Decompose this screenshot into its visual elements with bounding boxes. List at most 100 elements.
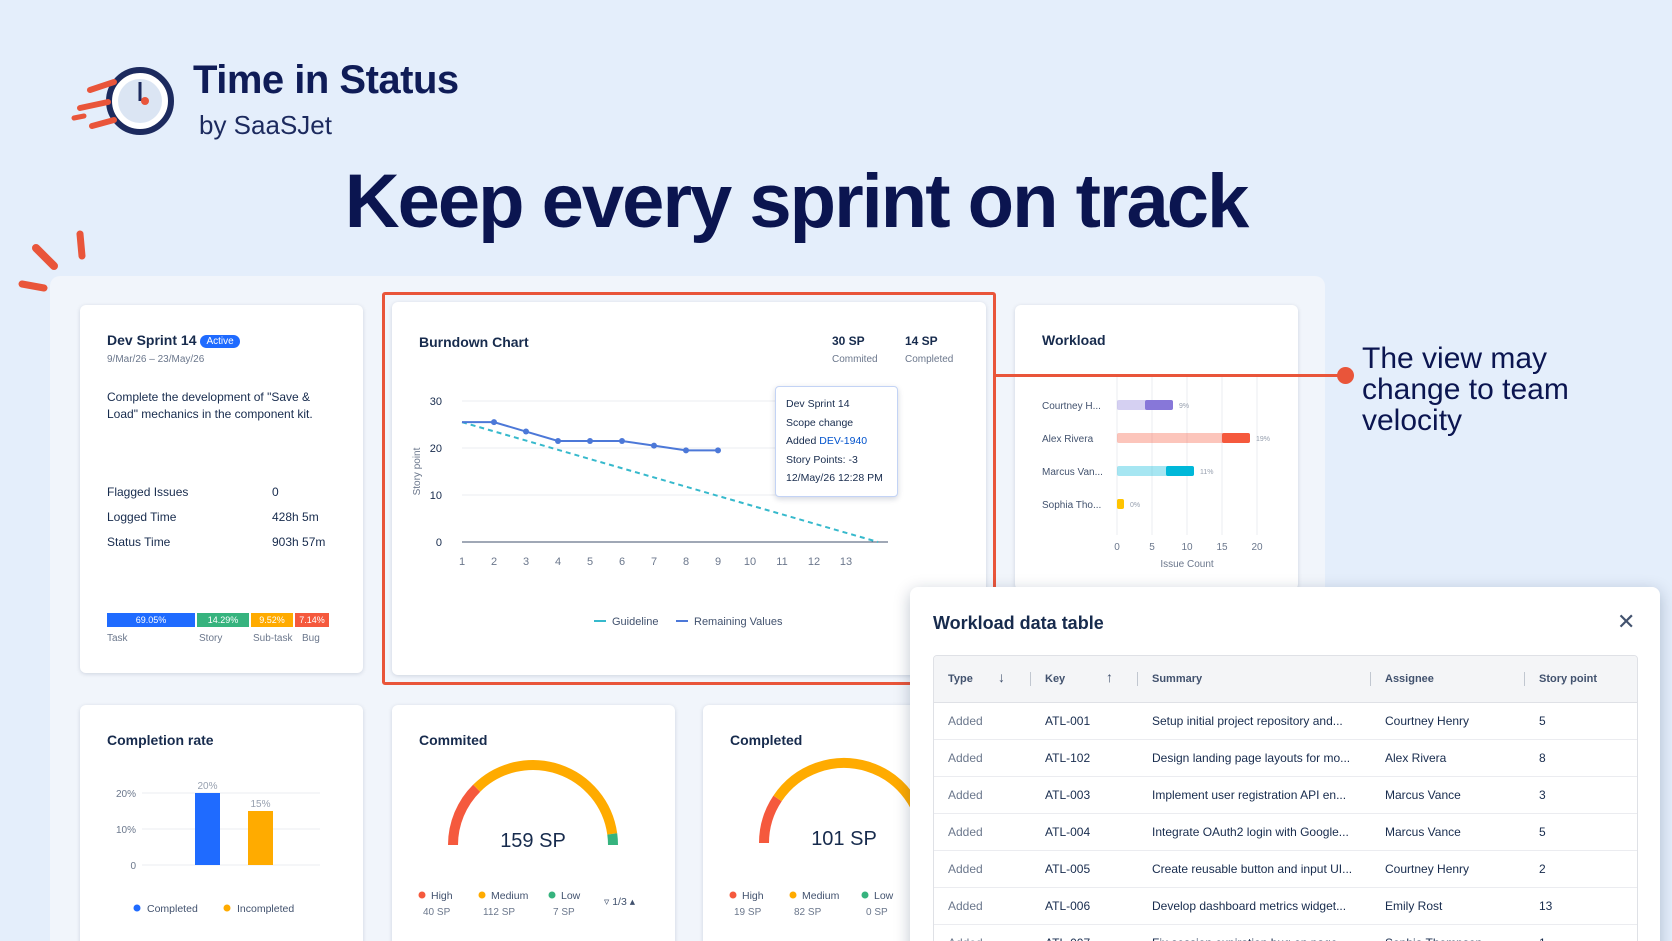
distribution-label: Bug [302, 633, 320, 644]
x-tick-label: 3 [523, 556, 529, 568]
workload-title: Workload [1042, 332, 1106, 348]
gauge-segment [607, 833, 618, 846]
table-cell-sp: 2 [1539, 862, 1546, 876]
chart-tooltip: Dev Sprint 14 Scope change Added DEV-194… [775, 386, 898, 497]
stat-value: 0 [272, 485, 279, 499]
table-row[interactable]: Added ATL-005 Create reusable button and i… [934, 851, 1637, 888]
legend-value: 82 SP [794, 907, 822, 918]
bar-value-label: 0% [1130, 502, 1140, 509]
legend-remaining-label: Remaining Values [694, 616, 783, 628]
table-cell-type: Added [948, 751, 983, 765]
x-tick-label: 13 [840, 556, 852, 568]
gauge-segment [473, 760, 618, 835]
legend-value: 112 SP [483, 907, 515, 918]
sprint-description: Complete the development of "Save & Load… [107, 390, 313, 421]
completed-sp-value: 14 SP [905, 334, 938, 348]
workload-card: Workload 0 5 10 15 20 Issue Count Courtney H..… [1015, 305, 1298, 590]
stat-value: 903h 57m [272, 535, 326, 549]
table-cell-sp: 13 [1539, 899, 1553, 913]
table-cell-summary: Setup initial project repository and... [1152, 714, 1343, 728]
table-cell-sp: 8 [1539, 751, 1546, 765]
distribution-label: Task [107, 633, 128, 644]
workload-bar [1117, 499, 1124, 509]
legend-dot [478, 891, 486, 899]
table-cell-sp: 5 [1539, 825, 1546, 839]
completion-bar [248, 811, 273, 865]
x-tick-label: 1 [459, 556, 465, 568]
guideline-series [461, 421, 879, 543]
table-body: Added ATL-001 Setup initial project reposi… [934, 703, 1637, 941]
completed-sp-label: Completed [905, 354, 954, 365]
legend-dot [548, 891, 556, 899]
y-tick-label: 20% [116, 789, 136, 800]
table-cell-type: Added [948, 899, 983, 913]
headline: Keep every sprint on track [344, 159, 1250, 244]
column-header-type[interactable]: Type [948, 673, 973, 685]
table-row[interactable]: Added ATL-004 Integrate OAuth2 login with … [934, 814, 1637, 851]
table-cell-assignee: Courtney Henry [1385, 862, 1470, 876]
commited-title: Commited [419, 732, 488, 748]
distribution-label: Sub-task [253, 633, 293, 644]
column-header-key[interactable]: Key [1045, 673, 1066, 685]
sort-ascending-icon[interactable]: ↑ [1106, 669, 1113, 685]
column-header-story-point[interactable]: Story point [1539, 673, 1598, 685]
legend-value: 0 SP [866, 907, 888, 918]
burndown-highlight-frame [382, 292, 996, 685]
remaining-point [619, 437, 625, 444]
column-separator [1370, 672, 1371, 686]
tooltip-added-prefix: Added [786, 435, 820, 447]
x-tick-label: 0 [1114, 542, 1120, 553]
legend-label: Incompleted [237, 903, 294, 915]
table-row[interactable]: Added ATL-003 Implement user registration … [934, 777, 1637, 814]
commited-card: Commited 159 SP High 40 SP Medium 112 SP Low 7… [392, 705, 675, 941]
table-cell-assignee: Courtney Henry [1385, 714, 1470, 728]
issue-link[interactable]: DEV-1940 [819, 435, 868, 447]
column-header-summary[interactable]: Summary [1152, 673, 1203, 685]
legend-value: 19 SP [734, 907, 762, 918]
category-label: Marcus Van... [1042, 467, 1103, 478]
table-row[interactable]: Added ATL-001 Setup initial project reposi… [934, 703, 1637, 740]
legend-label: High [742, 890, 764, 902]
y-tick-label: 0 [436, 537, 442, 549]
legend-label: Medium [491, 890, 529, 902]
distribution-bar-bug: 7.14% [295, 613, 329, 627]
stat-label: Status Time [107, 535, 171, 549]
remaining-point [523, 428, 529, 435]
workload-chart: 0 5 10 15 20 Issue Count Courtney H... 9% Alex R… [1042, 377, 1270, 570]
table-row[interactable]: Added ATL-007 Fix session expiration bug o… [934, 925, 1637, 941]
table-cell-key: ATL-001 [1045, 714, 1091, 728]
modal-title: Workload data table [933, 613, 1104, 633]
table-cell-key: ATL-003 [1045, 788, 1091, 802]
table-cell-type: Added [948, 862, 983, 876]
table-row[interactable]: Added ATL-006 Develop dashboard metrics wi… [934, 888, 1637, 925]
distribution-bar-subtask: 9.52% [251, 613, 293, 627]
x-tick-label: 10 [744, 556, 756, 568]
committed-sp-label: Commited [832, 354, 878, 365]
y-axis-label: Story point [412, 447, 423, 495]
gauge-segment [759, 795, 782, 844]
column-header-assignee[interactable]: Assignee [1385, 673, 1434, 685]
remaining-point [715, 447, 721, 454]
workload-bar-track [1117, 433, 1250, 443]
completion-rate-title: Completion rate [107, 732, 214, 748]
table-cell-summary: Design landing page layouts for mo... [1152, 751, 1351, 765]
sort-descending-icon[interactable]: ↓ [998, 669, 1005, 685]
legend-label: Completed [147, 903, 198, 915]
tooltip-time: 12/May/26 12:28 PM [786, 472, 883, 484]
category-label: Alex Rivera [1042, 434, 1094, 445]
brand-title: Time in Status [193, 58, 459, 102]
y-tick-label: 10 [430, 490, 442, 502]
workload-table: Type ↓ Key ↑ Summary Assignee Story poin… [933, 655, 1638, 941]
distribution-bar-task: 69.05% [107, 613, 195, 627]
close-icon[interactable]: ✕ [1617, 609, 1636, 634]
stat-label: Flagged Issues [107, 485, 189, 499]
table-cell-key: ATL-006 [1045, 899, 1091, 913]
legend-label: High [431, 890, 453, 902]
workload-bar [1166, 466, 1194, 476]
table-row[interactable]: Added ATL-102 Design landing page layouts … [934, 740, 1637, 777]
burndown-title: Burndown Chart [419, 334, 529, 350]
commited-gauge: 159 SP High 40 SP Medium 112 SP Low 7 SP ▿ 1/3 … [418, 760, 636, 918]
distribution-bar-story: 14.29% [197, 613, 249, 627]
tooltip-event: Scope change [786, 416, 854, 429]
x-tick-label: 10 [1181, 542, 1193, 553]
